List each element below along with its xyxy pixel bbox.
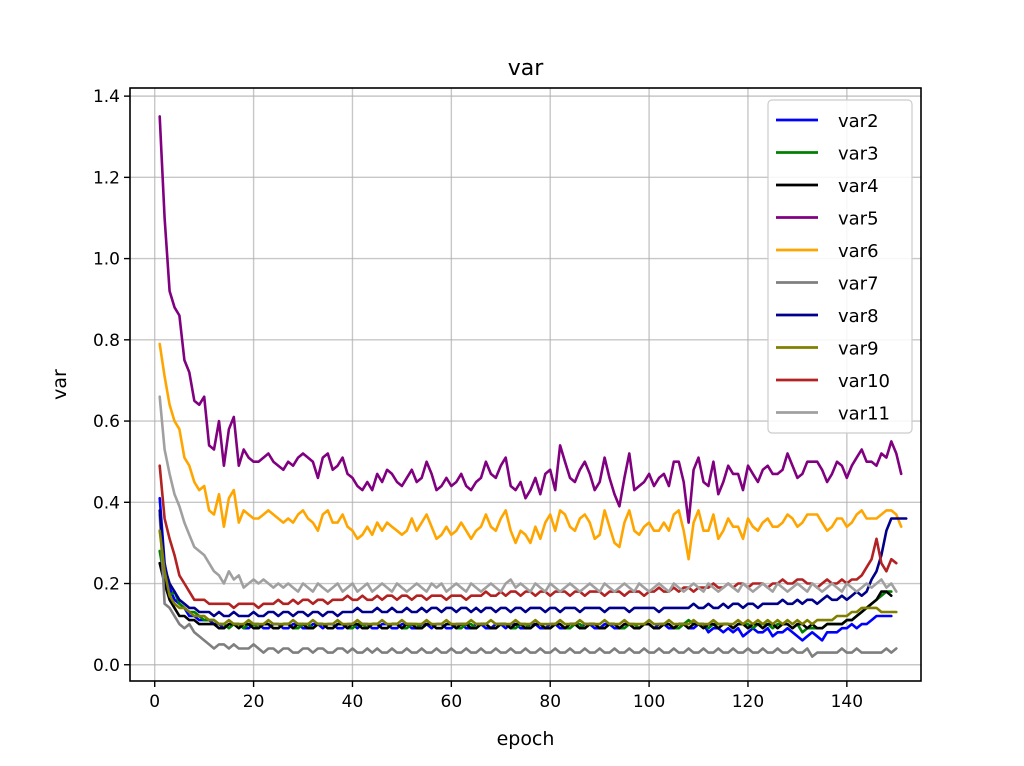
x-tick-label: 0: [149, 692, 160, 712]
series-line-var4: [158, 561, 893, 630]
legend-box: [767, 99, 913, 434]
legend-label: var4: [838, 176, 879, 197]
y-tick-label: 0.2: [93, 575, 120, 595]
y-tick-label: 0.6: [93, 412, 120, 432]
plot-area-frame: [129, 87, 922, 682]
y-tick-label: 1.4: [93, 87, 120, 107]
x-tick-label: 40: [342, 692, 364, 712]
y-tick-label: 0.8: [93, 331, 120, 351]
y-tick-label: 1.2: [93, 168, 120, 188]
x-tick-label: 140: [831, 692, 863, 712]
legend-label: var7: [838, 274, 879, 295]
x-tick-label: 20: [243, 692, 265, 712]
x-tick-label: 100: [633, 692, 665, 712]
legend-label: var3: [838, 144, 879, 165]
series-line-var10: [158, 464, 898, 610]
series-line-var11: [158, 395, 898, 593]
legend-label: var8: [838, 306, 879, 327]
axis-ticks: 0 20 40 60 80 100 120 140 0.0 0.2 0.4 0.6 0.8 1.0 1.2 1…: [93, 87, 863, 712]
legend-label: var5: [838, 209, 879, 230]
series-lines: [158, 115, 908, 658]
legend-label: var11: [838, 404, 890, 425]
y-tick-label: 0.0: [93, 656, 120, 676]
legend-label: var10: [838, 371, 890, 392]
x-tick-label: 120: [732, 692, 764, 712]
legend-label: var6: [838, 241, 879, 262]
series-line-var9: [158, 529, 898, 626]
series-line-var5: [158, 115, 903, 524]
x-axis-label: epoch: [497, 728, 555, 750]
y-axis-label: var: [49, 369, 71, 400]
chart-title: var: [508, 56, 545, 81]
legend-label: var2: [838, 111, 879, 132]
legend: var2 var3 var4 var5 var6 var7 var8 var9 var10 var…: [767, 99, 913, 434]
x-tick-label: 80: [539, 692, 561, 712]
y-tick-label: 1.0: [93, 250, 120, 270]
series-line-var7: [158, 513, 898, 658]
legend-label: var9: [838, 339, 879, 360]
x-tick-label: 60: [441, 692, 463, 712]
y-tick-label: 0.4: [93, 493, 120, 513]
series-line-var6: [158, 342, 903, 561]
series-line-var8: [158, 509, 908, 618]
